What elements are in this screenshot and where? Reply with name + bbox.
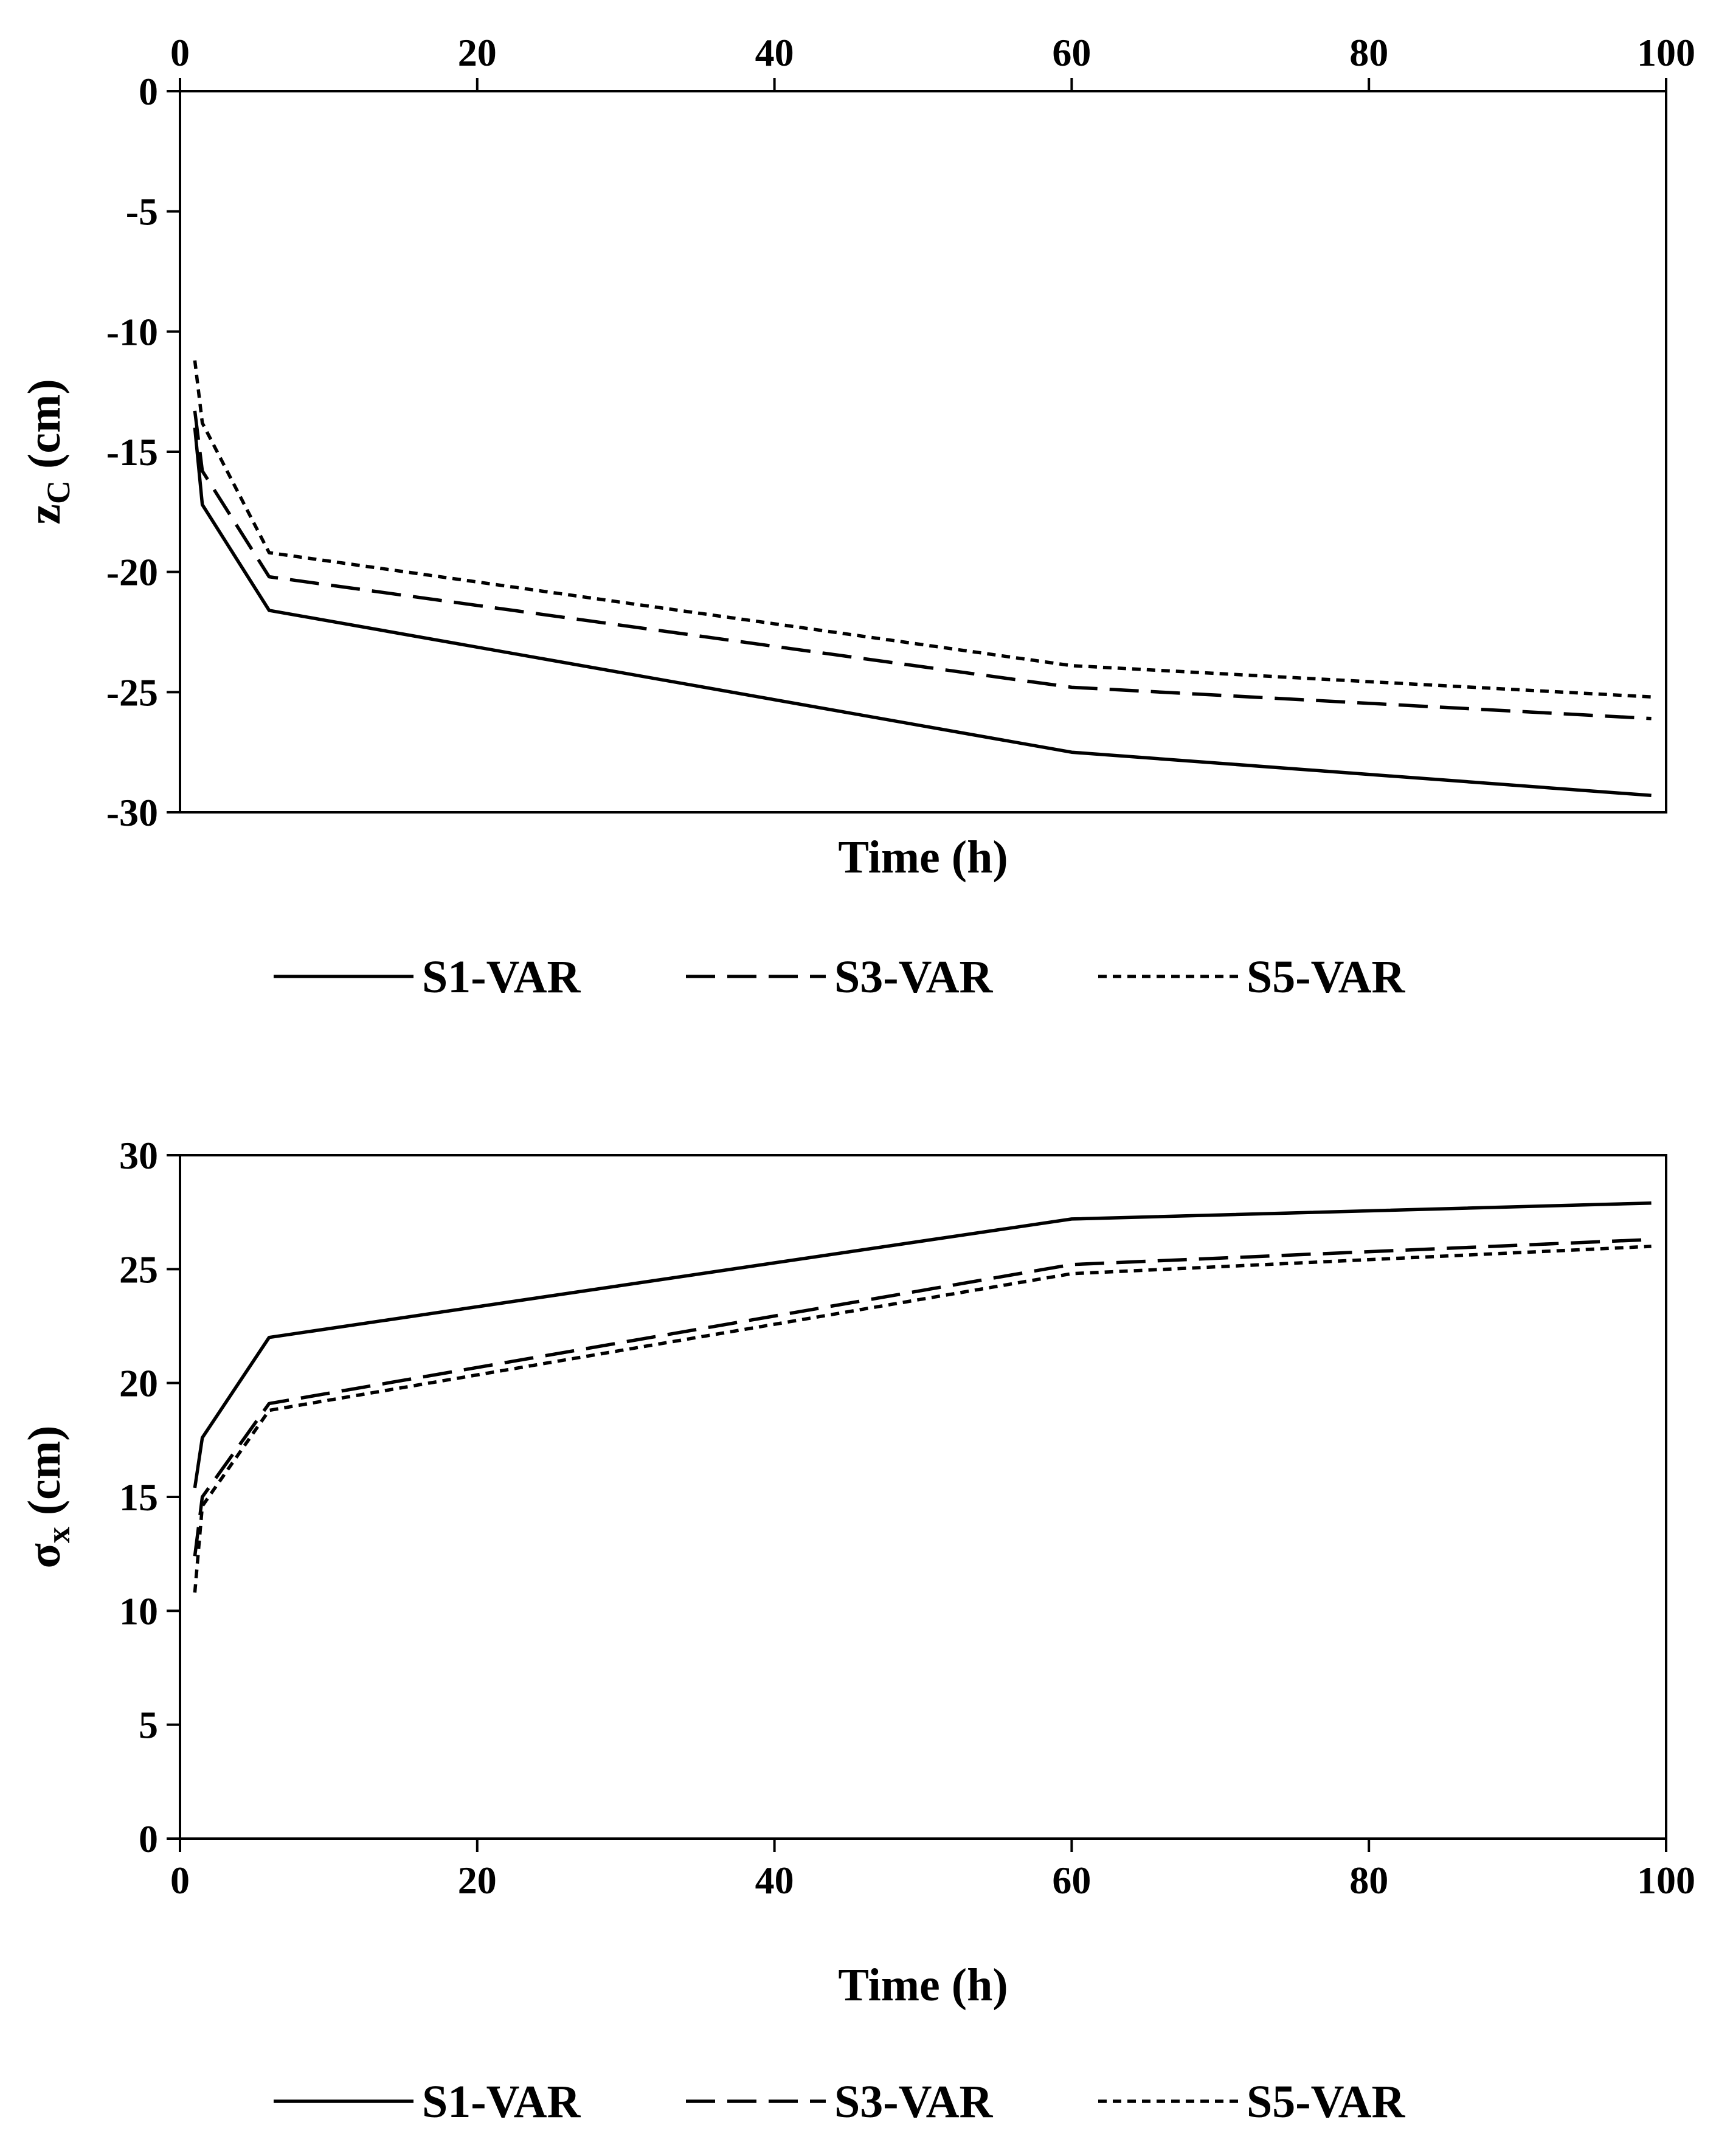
legend-top-chart: S1-VAR S3-VAR S5-VAR [274, 952, 1406, 1003]
y-axis-symbol: σ [19, 1543, 70, 1568]
chart-sigma-x: 0 20 40 60 80 100 0 5 10 15 20 25 30 Time (h) σx (cm) [19, 1134, 1695, 2011]
y-tick-label: -10 [106, 310, 158, 353]
y-tick-label: 30 [119, 1134, 158, 1177]
legend-label-s3-var: S3-VAR [834, 2076, 994, 2127]
y-tick-label: -5 [126, 190, 158, 233]
legend-label-s5-var: S5-VAR [1247, 952, 1406, 1003]
plot-area [179, 90, 1667, 814]
x-tick-label: 0 [170, 31, 190, 74]
x-tick-label: 100 [1637, 1859, 1695, 1902]
x-tick-label: 20 [458, 31, 497, 74]
series-line-s1-var [193, 427, 1652, 798]
y-tick-label: 25 [119, 1248, 158, 1291]
y-tick-label: -15 [106, 430, 158, 474]
y-axis-title: zC (cm) [19, 379, 77, 524]
legend-label-s3-var: S3-VAR [834, 952, 994, 1003]
x-tick-label: 40 [755, 1859, 794, 1902]
series-line-s3-var [193, 1237, 1652, 1557]
x-tick-label: 100 [1637, 31, 1695, 74]
y-tick-label: -20 [106, 551, 158, 594]
x-tick-label: 0 [170, 1859, 190, 1902]
x-tick-label: 60 [1052, 31, 1091, 74]
y-axis-unit: (cm) [19, 1425, 70, 1527]
legend-bottom-chart: S1-VAR S3-VAR S5-VAR [274, 2076, 1406, 2127]
x-tick-label: 80 [1349, 1859, 1388, 1902]
y-axis-symbol: z [19, 504, 70, 525]
x-axis-title: Time (h) [838, 1960, 1008, 2011]
y-tick-label: 5 [139, 1704, 158, 1747]
x-tick-label: 40 [755, 31, 794, 74]
y-axis-unit: (cm) [19, 379, 70, 480]
x-tick-label: 20 [458, 1859, 497, 1902]
series-line-s3-var [193, 410, 1652, 720]
series-line-s5-var [193, 360, 1652, 699]
x-tick-label: 60 [1052, 1859, 1091, 1902]
y-axis-subscript: C [40, 480, 77, 504]
x-axis-title: Time (h) [838, 832, 1008, 883]
y-tick-label: 0 [139, 1817, 158, 1861]
chart-z-c: 0 20 40 60 80 100 -30 -25 -20 -15 -10 -5 0 Time (h) zC… [19, 31, 1695, 883]
y-tick-label: 15 [119, 1476, 158, 1519]
series-line-s5-var [193, 1245, 1652, 1593]
y-tick-label: 20 [119, 1362, 158, 1405]
y-tick-label: 10 [119, 1589, 158, 1633]
series-line-s1-var [193, 1201, 1652, 1488]
y-tick-label: -30 [106, 791, 158, 834]
y-tick-label: 0 [139, 70, 158, 113]
legend-label-s5-var: S5-VAR [1247, 2076, 1406, 2127]
x-tick-label: 80 [1349, 31, 1388, 74]
legend-label-s1-var: S1-VAR [422, 952, 581, 1003]
legend-label-s1-var: S1-VAR [422, 2076, 581, 2127]
y-axis-subscript: x [40, 1527, 77, 1543]
y-axis-title: σx (cm) [19, 1425, 77, 1568]
y-tick-label: -25 [106, 671, 158, 714]
